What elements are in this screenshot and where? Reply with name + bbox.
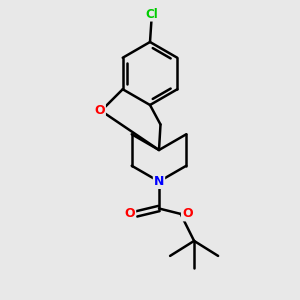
Text: N: N bbox=[154, 175, 164, 188]
Text: O: O bbox=[124, 207, 135, 220]
Text: Cl: Cl bbox=[145, 8, 158, 21]
Text: O: O bbox=[182, 207, 193, 220]
Text: O: O bbox=[94, 104, 105, 117]
